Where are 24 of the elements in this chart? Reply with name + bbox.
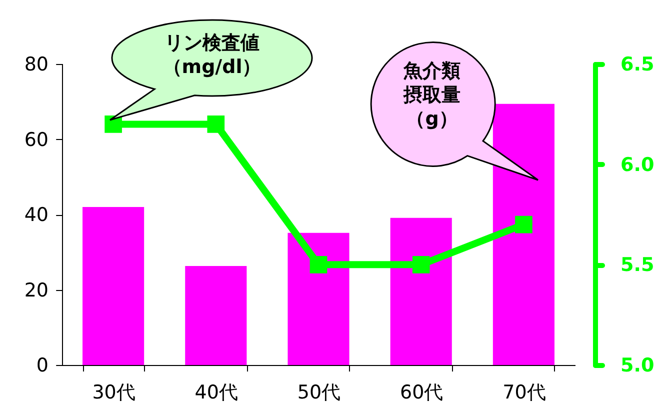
x-tick-label: 60代 xyxy=(400,382,444,404)
y2-tick-label: 6.0 xyxy=(620,154,654,176)
bar xyxy=(185,266,247,365)
x-tick-label: 30代 xyxy=(92,382,136,404)
y-tick-label: 60 xyxy=(24,128,48,151)
point xyxy=(412,256,430,274)
y2-tick-label: 5.5 xyxy=(620,254,654,276)
bar xyxy=(390,218,452,365)
y-tick-label: 20 xyxy=(24,279,48,302)
point xyxy=(207,116,225,133)
series-label: 魚介類摂取量（g） xyxy=(402,60,462,132)
y2-tick-label: 6.5 xyxy=(620,54,654,76)
text: リン検査値（mg/dl） xyxy=(162,32,262,80)
y2-tick-label: 5.0 xyxy=(620,354,654,376)
y-tick-label: 80 xyxy=(24,54,48,76)
y-tick-label: 40 xyxy=(24,204,48,226)
point xyxy=(310,256,328,274)
y-tick-label: 0 xyxy=(36,354,48,376)
x-tick-label: 70代 xyxy=(502,382,546,404)
x-tick-label: 40代 xyxy=(194,382,238,404)
bar xyxy=(288,232,350,365)
x-tick-label: 50代 xyxy=(297,382,341,404)
point xyxy=(515,216,532,234)
bar xyxy=(82,206,144,365)
